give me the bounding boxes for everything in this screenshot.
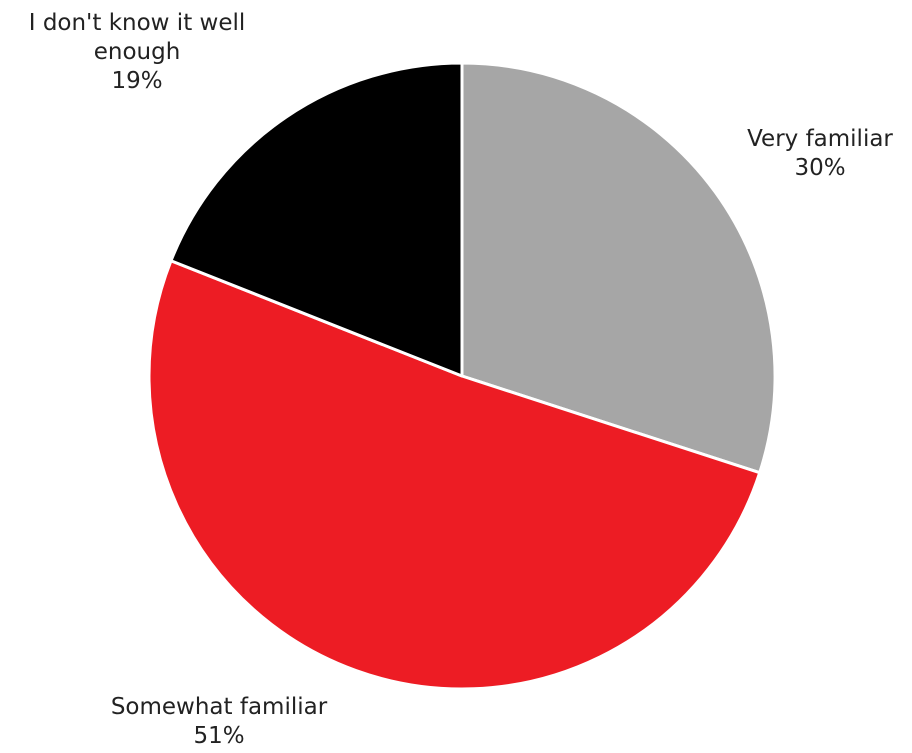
slice-value-label-2: 51%: [193, 723, 244, 749]
slice-label-2: Somewhat familiar: [111, 694, 328, 720]
slice-label-3-line-1: I don't know it well: [29, 10, 246, 36]
pie-slice-3: [169, 61, 464, 378]
slice-value-label-3: 19%: [111, 68, 162, 94]
slice-label-3-line-2: enough: [94, 39, 181, 65]
pie-slices: [147, 61, 777, 691]
slice-label-1: Very familiar: [747, 126, 893, 152]
slice-value-label-1: 30%: [794, 155, 845, 181]
pie-slice-1: [460, 61, 777, 475]
pie-slice-2: [147, 259, 762, 691]
pie-labels: Very familiar 30% Somewhat familiar 51% I do…: [29, 10, 894, 749]
